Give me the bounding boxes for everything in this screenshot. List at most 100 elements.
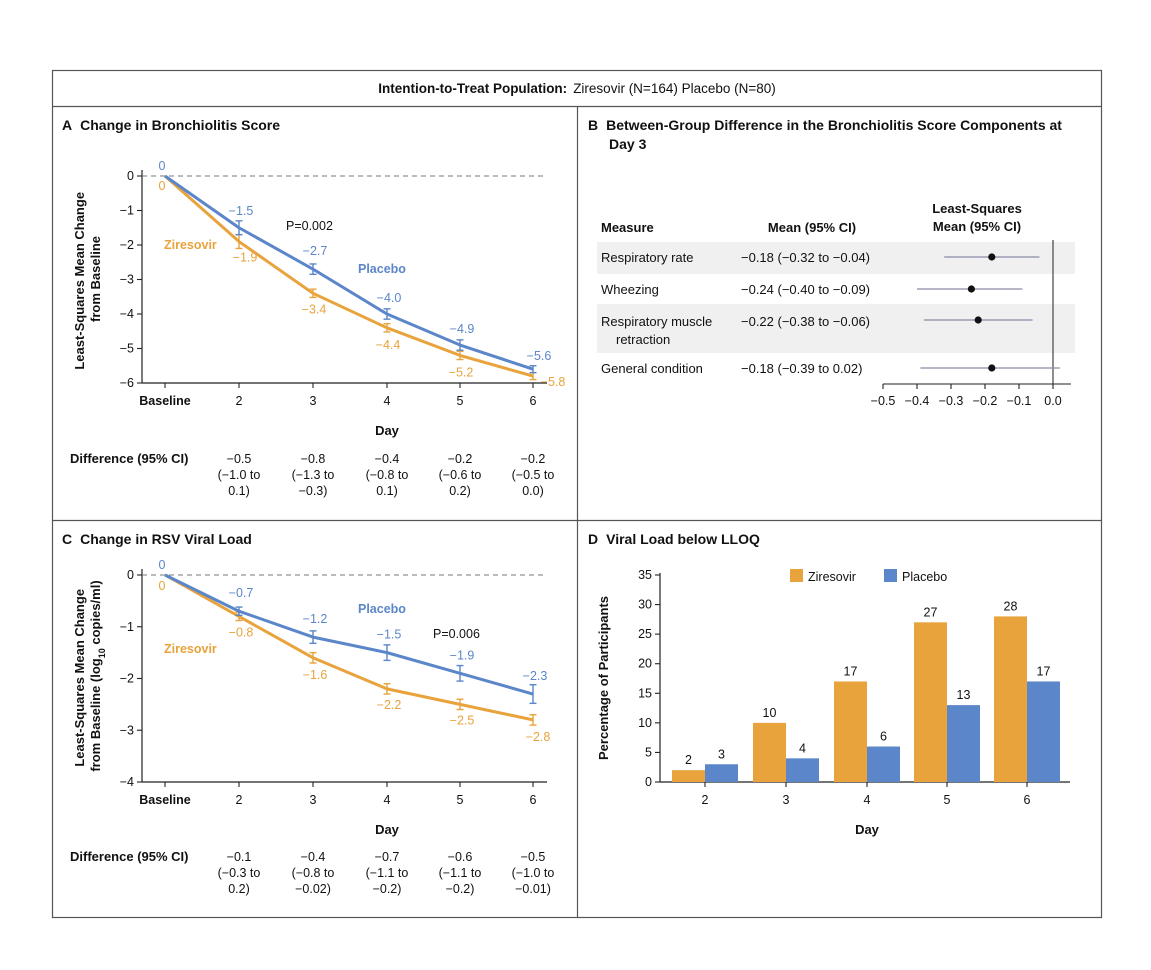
- panel-a-difference-value: 0.2): [449, 484, 471, 498]
- panel-c-x-tick-label: 5: [457, 793, 464, 807]
- panel-c-y-tick-label: −4: [120, 775, 134, 789]
- panel-b-measure-label: Wheezing: [601, 282, 659, 297]
- panel-a-placebo-data-label: 0: [159, 159, 166, 173]
- panel-d-bar-label: 2: [685, 753, 692, 767]
- panel-b-row-shade: [597, 304, 1075, 353]
- panel-c-ziresovir-error-bar: [529, 714, 537, 726]
- panel-d-chart: 0 5 10 15 20 25 30 35 2 2 3 3 10 4 4 17 6 5 27 13 6 28 17 Day Zi…: [638, 568, 1070, 837]
- panel-a-series-name-ziresovir: Ziresovir: [164, 238, 217, 252]
- panel-c-series-ziresovir-line: [164, 573, 534, 722]
- panel-d-bar-label: 27: [924, 605, 938, 619]
- panel-c-difference-value: (−1.1 to: [366, 866, 409, 880]
- panel-c-difference-value: −0.2): [446, 882, 475, 896]
- panel-c-ziresovir-data-label: 0: [159, 579, 166, 593]
- panel-d-y-tick-label: 0: [645, 775, 652, 789]
- panel-c-letter: C: [62, 531, 72, 547]
- panel-d-bar-label: 3: [718, 747, 725, 761]
- panel-a-ziresovir-data-label: −1.9: [233, 251, 258, 265]
- panel-a-ziresovir-data-label: 0: [159, 179, 166, 193]
- panel-c-difference-value: −0.1: [227, 850, 252, 864]
- panel-d-y-tick-label: 30: [638, 598, 652, 612]
- panel-d-bar-label: 17: [844, 664, 858, 678]
- panel-d-y-tick-label: 20: [638, 657, 652, 671]
- panel-d-title: D Viral Load below LLOQ: [588, 531, 760, 547]
- panel-d-x-axis-title: Day: [855, 822, 880, 837]
- panel-c-x-tick-label: 3: [310, 793, 317, 807]
- panel-c-difference-value: −0.5: [521, 850, 546, 864]
- panel-a-ziresovir-data-label: −5.2: [449, 365, 474, 379]
- panel-a-difference-value: 0.0): [522, 484, 544, 498]
- panel-a-ziresovir-error-bar: [383, 322, 391, 333]
- panel-c-placebo-error-bar: [309, 630, 317, 645]
- panel-d-y-tick-label: 25: [638, 627, 652, 641]
- panel-a-placebo-error-bar: [309, 263, 317, 276]
- panel-b-mean-ci: −0.18 (−0.32 to −0.04): [741, 250, 870, 265]
- panel-d-y-tick-label: 5: [645, 745, 652, 759]
- panel-a-placebo-data-label: −4.9: [450, 322, 475, 336]
- panel-a-series-placebo-line: [164, 174, 534, 371]
- panel-a-placebo-error-bar: [383, 308, 391, 320]
- panel-d-bar-label: 10: [763, 706, 777, 720]
- panel-a-letter: A: [62, 117, 72, 133]
- panel-b-x-tick-label: −0.5: [871, 394, 896, 408]
- panel-c-difference-value: −0.7: [375, 850, 400, 864]
- panel-a-difference-value: −0.3): [299, 484, 328, 498]
- panel-d-x-tick-label: 2: [702, 793, 709, 807]
- panel-c-x-tick-label: 2: [236, 793, 243, 807]
- panel-b-measure-label: General condition: [601, 361, 703, 376]
- panel-d-bar-label: 4: [799, 741, 806, 755]
- panel-d-x-tick-label: 3: [783, 793, 790, 807]
- panel-a-series-ziresovir-line: [164, 174, 534, 378]
- panel-a-placebo-data-label: −4.0: [377, 291, 402, 305]
- panel-a-difference-value: −0.2: [448, 452, 473, 466]
- panel-b-col-mean: Mean (95% CI): [768, 220, 856, 235]
- panel-c-y-tick-label: −3: [120, 723, 134, 737]
- panel-a-series-name-placebo: Placebo: [358, 262, 406, 276]
- panel-a-ziresovir-data-label: −3.4: [302, 302, 327, 316]
- panel-c-placebo-error-bar: [456, 664, 464, 682]
- panel-c-ziresovir-data-label: −0.8: [229, 625, 254, 639]
- panel-c-placebo-data-label: 0: [159, 558, 166, 572]
- panel-a-difference-value: (−1.3 to: [292, 468, 335, 482]
- panel-c-ziresovir-error-bar: [383, 682, 391, 695]
- legend-swatch-placebo: [884, 569, 897, 582]
- panel-d-bar-ziresovir: [753, 722, 786, 782]
- panel-b-x-tick-label: 0.0: [1044, 394, 1061, 408]
- panel-b-point-estimate: [974, 316, 982, 324]
- panel-d-y-tick-label: 10: [638, 716, 652, 730]
- panel-d-bar-ziresovir: [994, 616, 1027, 782]
- panel-a-x-axis-title: Day: [375, 423, 400, 438]
- panel-c-series-name-ziresovir: Ziresovir: [164, 642, 217, 656]
- header-prefix: Intention-to-Treat Population:: [378, 81, 567, 96]
- panel-d-x-tick-label: 6: [1024, 793, 1031, 807]
- panel-c-y-tick-label: 0: [127, 568, 134, 582]
- panel-a-placebo-data-label: −5.6: [527, 349, 552, 363]
- panel-a-x-tick-label: 2: [236, 394, 243, 408]
- header-text: Intention-to-Treat Population: Ziresovir …: [378, 81, 776, 96]
- panel-b-mean-ci: −0.24 (−0.40 to −0.09): [741, 282, 870, 297]
- panel-d-bar-label: 28: [1004, 599, 1018, 613]
- panel-d-x-tick-label: 5: [944, 793, 951, 807]
- panel-d-y-tick-label: 15: [638, 686, 652, 700]
- panel-a-ziresovir-error-bar: [456, 350, 464, 361]
- panel-d-bar-placebo: [1027, 681, 1060, 782]
- panel-d-bar-ziresovir: [834, 681, 867, 782]
- panel-d-legend: Ziresovir Placebo: [790, 569, 947, 584]
- panel-d-bar-ziresovir: [914, 622, 947, 782]
- panel-a-difference-value: 0.1): [376, 484, 398, 498]
- panel-d-bar-placebo: [947, 705, 980, 782]
- panel-a-title: A Change in Bronchiolitis Score: [62, 117, 280, 133]
- panel-a-x-tick-label: 6: [530, 394, 537, 408]
- panel-c-placebo-data-label: −2.3: [523, 669, 548, 683]
- panel-a-x-tick-label: 5: [457, 394, 464, 408]
- panel-c-series-name-placebo: Placebo: [358, 602, 406, 616]
- panel-b-letter: B: [588, 117, 598, 133]
- panel-c-x-tick-label: Baseline: [139, 793, 190, 807]
- panel-d-bar-placebo: [867, 746, 900, 782]
- panel-b-x-tick-label: −0.2: [973, 394, 998, 408]
- panel-c-y-tick-label: −2: [120, 672, 134, 686]
- panel-b-x-tick-label: −0.3: [939, 394, 964, 408]
- panel-a-difference-value: (−1.0 to: [218, 468, 261, 482]
- panel-c-difference-value: −0.6: [448, 850, 473, 864]
